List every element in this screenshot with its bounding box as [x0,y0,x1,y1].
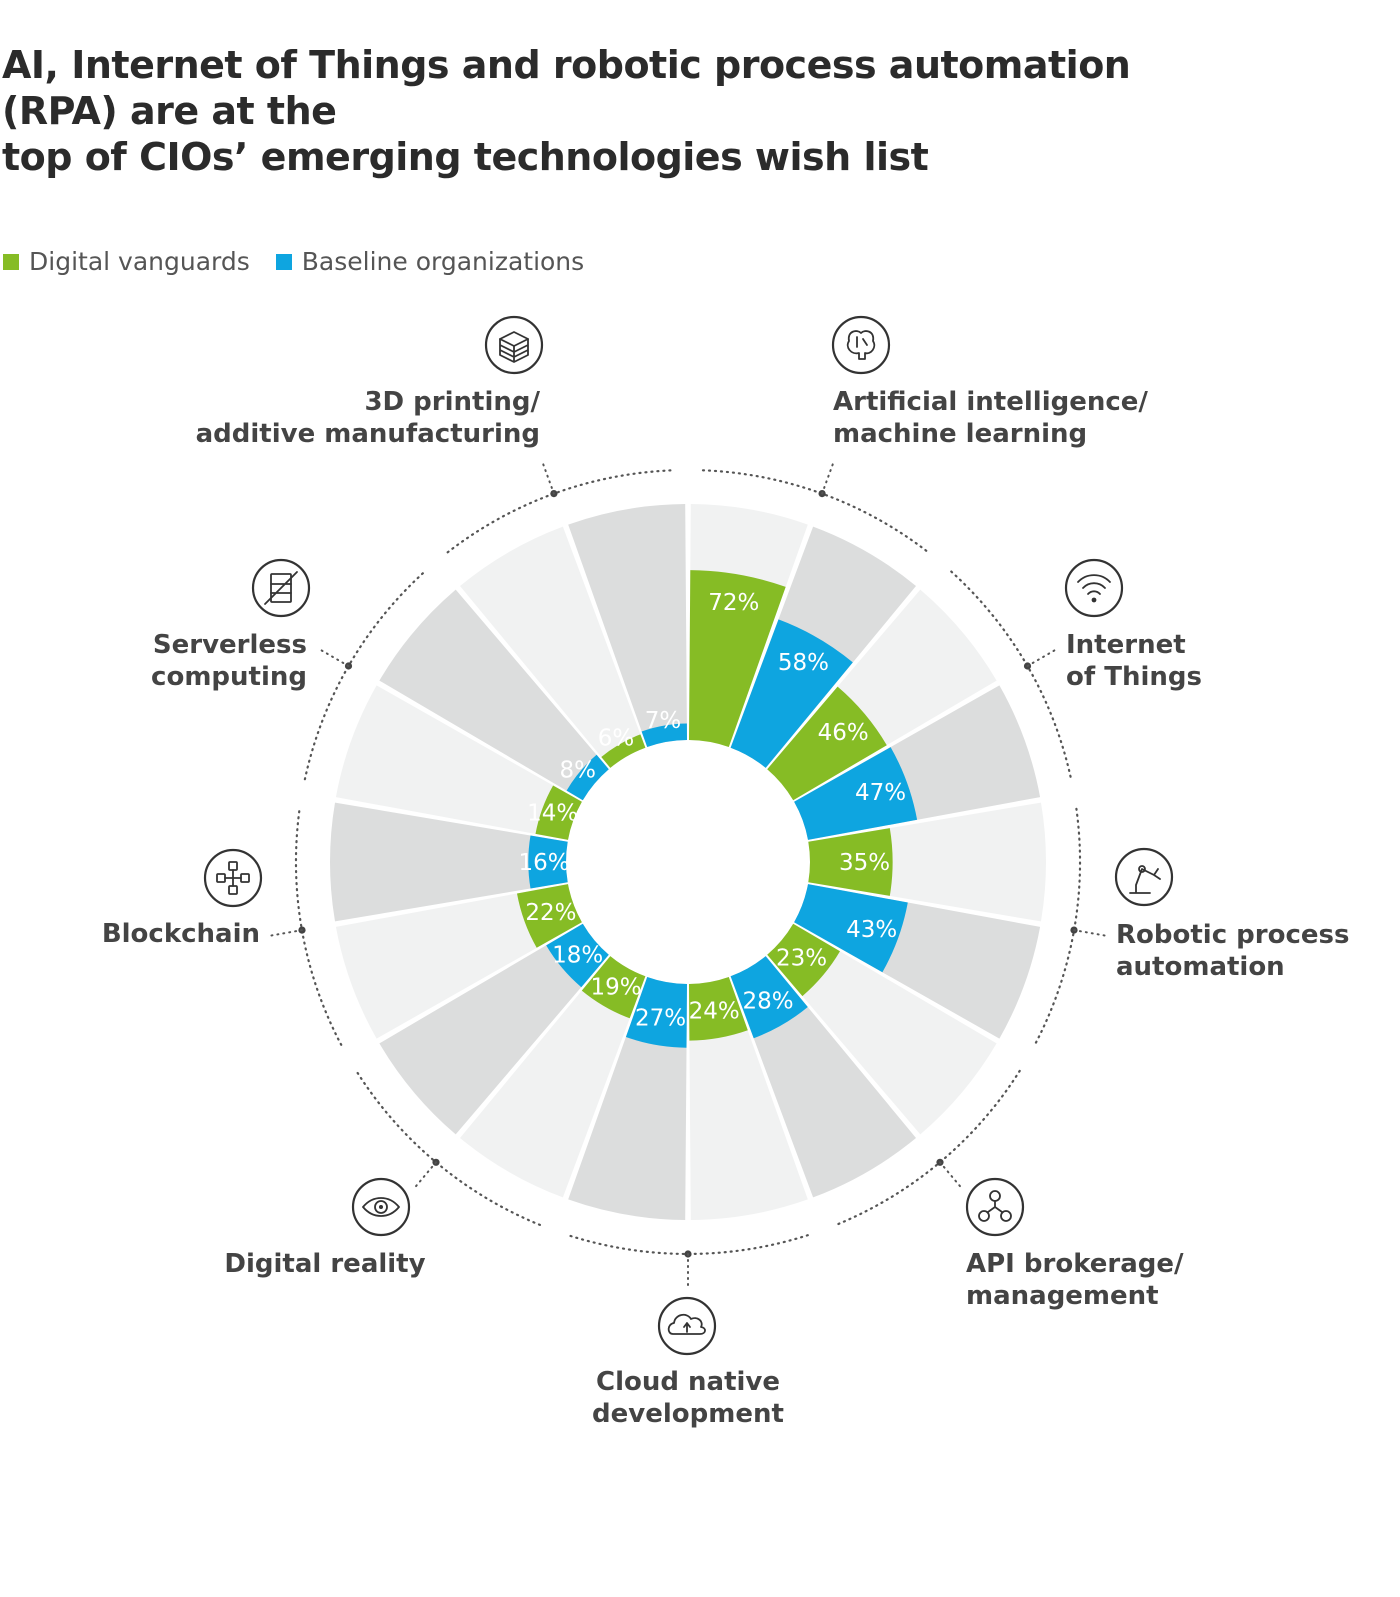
background-wedge [767,923,997,1135]
background-wedge [330,802,568,922]
value-label: 35% [839,850,890,876]
value-label: 16% [518,850,569,876]
category-label: development [592,1399,784,1429]
value-label: 24% [689,998,740,1024]
category-label: management [966,1281,1159,1311]
leader-line [267,929,303,937]
value-label: 14% [527,801,578,827]
category-label: Serverless [153,630,307,660]
background-wedge [379,923,609,1135]
cloud-icon [657,1296,717,1356]
legend-label: Baseline organizations [301,247,585,276]
api-icon [965,1177,1025,1237]
bar-baseline-organizations [528,835,568,889]
bar-baseline-organizations [794,884,908,973]
category-label: of Things [1066,662,1202,692]
category-label: machine learning [833,419,1087,449]
bar-digital-vanguards [689,977,748,1041]
leader-line [541,460,555,495]
bar-baseline-organizations [641,723,687,747]
bar-baseline-organizations [546,923,609,988]
leader-line [1073,929,1109,937]
leader-line [939,1161,963,1190]
value-label: 18% [552,943,603,969]
value-label: 43% [846,917,897,943]
background-wedge [460,526,646,768]
bar-digital-vanguards [535,785,582,840]
bars [517,570,918,1048]
category-label: Blockchain [102,919,260,949]
bar-baseline-organizations [625,977,687,1048]
legend-item-baseline-organizations: Baseline organizations [275,247,585,276]
value-label: 46% [818,720,869,746]
category-labels: Artificial intelligence/machine learning… [102,315,1349,1429]
legend: Digital vanguards Baseline organizations [3,247,610,276]
legend-swatch-blue [275,253,292,270]
background-wedge [379,589,609,801]
category-label: computing [151,662,307,692]
legend-item-digital-vanguards: Digital vanguards [3,247,250,276]
wifi-icon [1064,558,1124,618]
category-label: additive manufacturing [196,419,540,449]
background-wedge [335,685,582,840]
chart-title-line-1: AI, Internet of Things and robotic proce… [2,43,1131,133]
bar-digital-vanguards [767,923,840,997]
legend-label: Digital vanguards [29,247,250,276]
value-label: 19% [590,975,641,1001]
value-label: 22% [525,900,576,926]
bar-digital-vanguards [601,734,646,768]
bar-digital-vanguards [517,884,582,948]
eye-icon [351,1177,411,1237]
leader-line [821,460,835,495]
category-label: automation [1116,952,1285,982]
leader-line [1026,648,1058,667]
value-label: 6% [598,725,635,751]
outer-dotted-ring [267,460,1109,1289]
value-label: 58% [778,650,829,676]
bar-digital-vanguards [581,956,646,1019]
bar-baseline-organizations [794,747,918,840]
legend-swatch-green [3,253,19,270]
value-label: 7% [645,708,682,734]
leader-line [318,648,350,667]
bar-digital-vanguards [767,686,887,801]
chart-title-line-2: top of CIOs’ emerging technologies wish … [2,135,929,179]
brain-icon [831,315,891,375]
cube-stack-icon [484,315,544,375]
category-label: API brokerage/ [966,1249,1184,1279]
leader-line [413,1161,437,1190]
background-wedge [335,884,582,1039]
category-label: Robotic process [1116,920,1349,950]
value-label: 23% [776,945,827,971]
robot-arm-icon [1114,847,1174,907]
category-label: Artificial intelligence/ [833,387,1148,417]
value-label: 47% [855,780,906,806]
blockchain-icon [203,848,263,908]
bar-baseline-organizations [566,754,609,801]
chart-title: AI, Internet of Things and robotic proce… [2,42,1202,180]
bar-baseline-organizations [730,619,853,768]
bar-digital-vanguards [808,828,893,896]
bar-baseline-organizations [730,956,808,1039]
background-wedge [460,956,646,1198]
value-labels: 72% 58% 46% 47% 35% 43% 23% 28%24%27% 19% 18% 22% 1… [518,590,906,1031]
value-label: 27% [635,1005,686,1031]
value-label: 28% [742,989,793,1015]
category-label: Digital reality [224,1249,425,1279]
server-crossed-icon [251,558,311,618]
category-label: 3D printing/ [364,387,540,417]
category-label: Internet [1066,630,1186,660]
category-label: Cloud native [596,1367,780,1397]
value-label: 72% [708,590,759,616]
value-label: 8% [559,757,596,783]
background-sectors [330,504,1046,1220]
bar-digital-vanguards [689,570,786,747]
background-wedge [568,504,687,747]
